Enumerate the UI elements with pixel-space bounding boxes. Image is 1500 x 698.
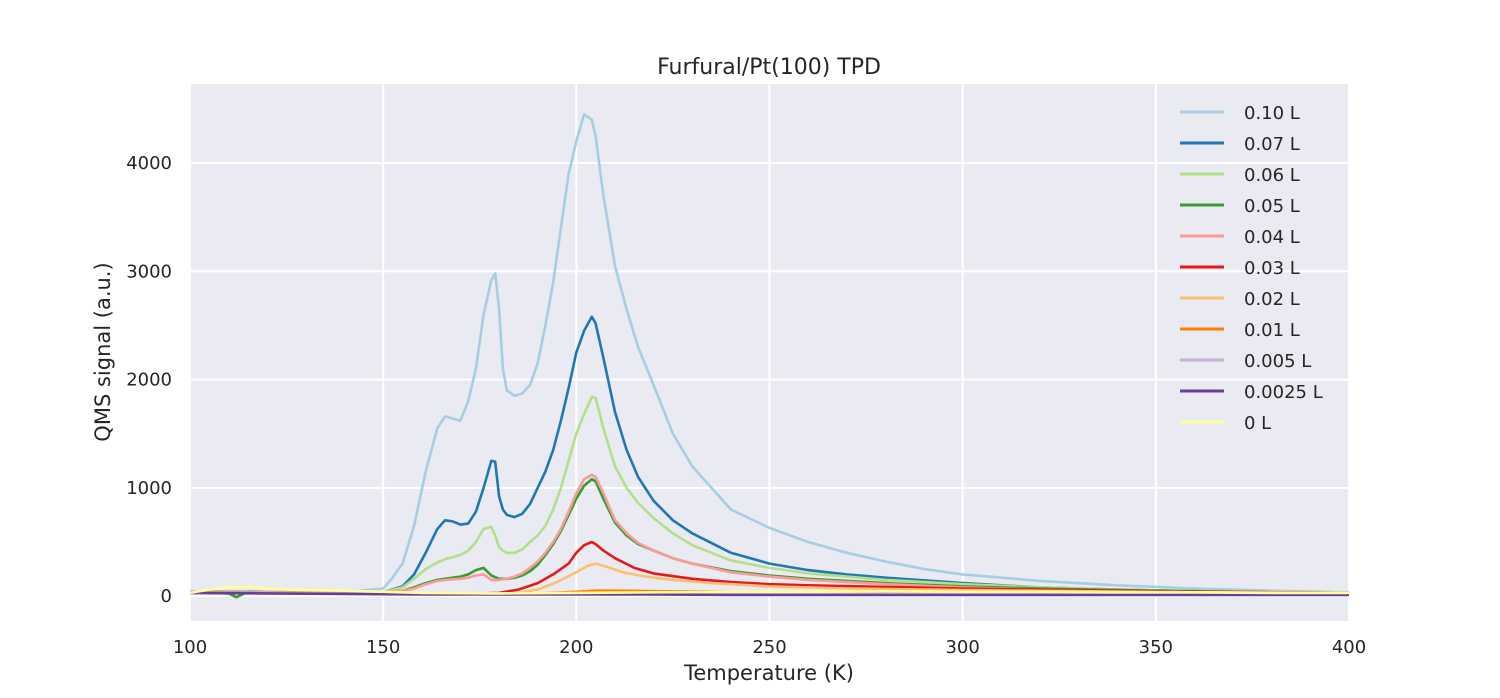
y-tick-label: 0 <box>161 586 172 607</box>
x-tick-label: 400 <box>1332 637 1366 658</box>
x-tick-label: 300 <box>945 637 979 658</box>
legend-label-6: 0.02 L <box>1244 289 1300 310</box>
y-tick-label: 1000 <box>126 478 172 499</box>
legend: 0.10 L 0.07 L 0.06 L 0.05 L 0.04 L 0.03 L 0.02… <box>1180 103 1323 434</box>
legend-label-0: 0.10 L <box>1244 103 1300 124</box>
legend-label-1: 0.07 L <box>1244 134 1300 155</box>
y-tick-label: 2000 <box>126 370 172 391</box>
series-line-10 <box>189 585 1349 595</box>
legend-label-7: 0.01 L <box>1244 320 1300 341</box>
series-line-4 <box>189 473 1350 595</box>
series-line-2 <box>189 395 1350 595</box>
series-line-0 <box>189 113 1350 594</box>
series-lines <box>189 113 1350 599</box>
legend-label-8: 0.005 L <box>1244 351 1311 372</box>
y-axis-ticks: 0 1000 2000 3000 4000 <box>126 153 172 607</box>
x-tick-label: 250 <box>752 637 786 658</box>
legend-label-3: 0.05 L <box>1244 196 1300 217</box>
legend-label-10: 0 L <box>1244 413 1271 434</box>
legend-label-4: 0.04 L <box>1244 227 1300 248</box>
series-line-1 <box>189 315 1350 595</box>
y-tick-label: 4000 <box>126 153 172 174</box>
series-line-9 <box>189 591 1349 597</box>
y-axis-label: QMS signal (a.u.) <box>91 262 115 441</box>
x-tick-label: 150 <box>366 637 400 658</box>
legend-label-5: 0.03 L <box>1244 258 1300 279</box>
legend-label-2: 0.06 L <box>1244 165 1300 186</box>
chart-title: Furfural/Pt(100) TPD <box>657 55 881 80</box>
x-axis-label: Temperature (K) <box>683 661 854 685</box>
x-axis-ticks: 100 150 200 250 300 350 400 <box>173 637 1366 658</box>
x-tick-label: 100 <box>173 637 207 658</box>
legend-label-9: 0.0025 L <box>1244 382 1323 403</box>
x-tick-label: 200 <box>559 637 593 658</box>
y-tick-label: 3000 <box>126 261 172 282</box>
x-tick-label: 350 <box>1139 637 1173 658</box>
